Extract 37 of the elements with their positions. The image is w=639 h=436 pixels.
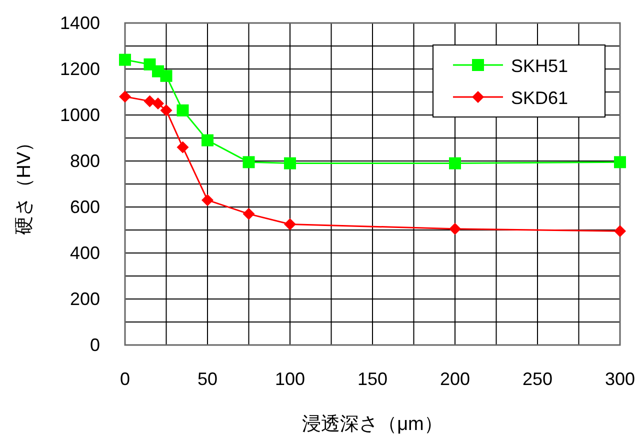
legend-label: SKH51 [511, 56, 568, 76]
y-axis-title: 硬さ（HV） [14, 132, 35, 236]
point [202, 134, 214, 146]
x-tick-label: 100 [274, 369, 306, 389]
y-tick-label: 1200 [60, 59, 100, 79]
point [284, 218, 296, 230]
point [614, 225, 626, 238]
point [176, 104, 189, 116]
point [449, 157, 461, 170]
legend-label: SKD61 [511, 88, 568, 108]
x-tick-label: 150 [357, 369, 388, 389]
point [119, 90, 131, 103]
x-tick-label: 250 [522, 369, 553, 389]
y-tick-label: 1000 [60, 105, 100, 125]
point [242, 156, 255, 168]
y-tick-label: 800 [70, 151, 100, 171]
x-tick-label: 50 [197, 369, 218, 389]
x-tick-label: 300 [604, 369, 636, 389]
y-tick-label: 600 [70, 197, 100, 217]
y-tick-label: 0 [90, 335, 100, 355]
point [202, 194, 214, 206]
y-tick-label: 200 [70, 289, 100, 309]
point [176, 141, 189, 154]
point [144, 95, 156, 108]
x-tick-label: 200 [440, 369, 470, 389]
point [284, 157, 296, 170]
point [614, 156, 626, 168]
x-tick-label: 0 [120, 369, 130, 389]
point [160, 70, 172, 82]
y-tick-label: 1400 [60, 13, 100, 33]
point [152, 98, 164, 110]
point [160, 104, 172, 116]
point [242, 208, 255, 220]
point [449, 222, 461, 235]
x-axis-title: 浸透深さ（μm） [302, 414, 443, 435]
point [119, 54, 131, 66]
y-tick-label: 400 [70, 243, 100, 263]
